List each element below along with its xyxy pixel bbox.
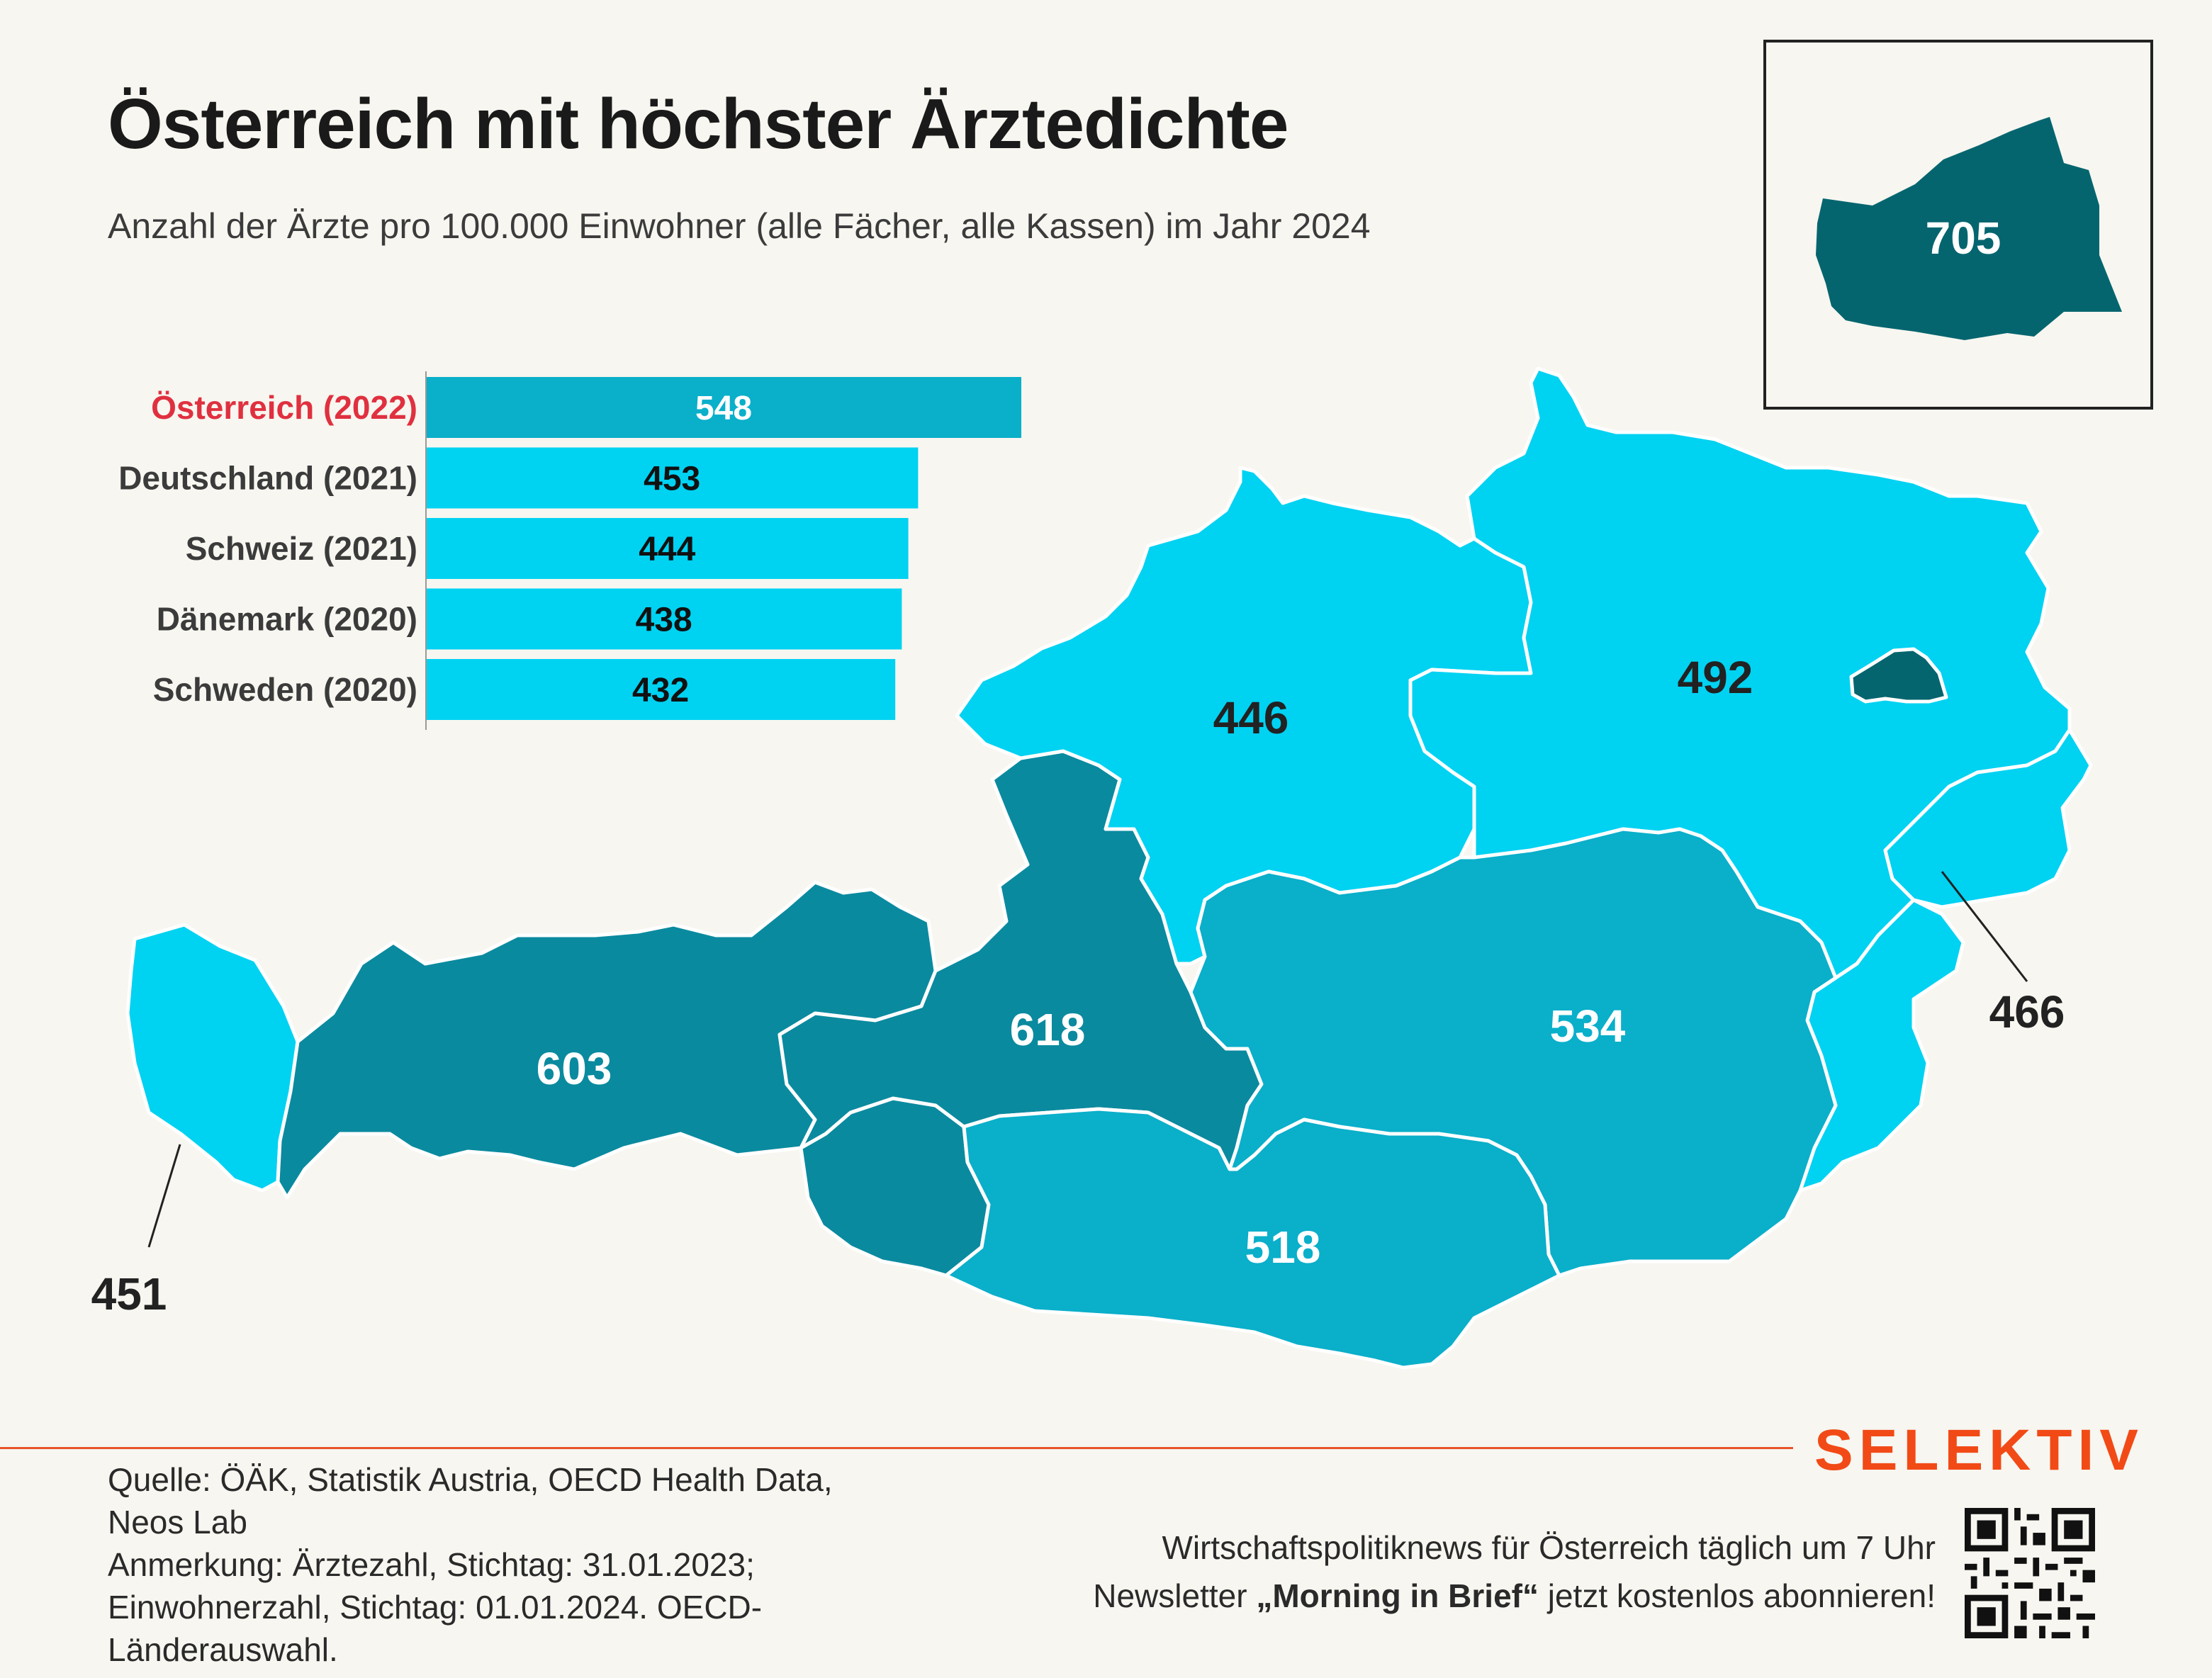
bar-group: Österreich (2022) 548 Deutschland (2021) 45… [118,377,1021,720]
map-value-burgenland: 466 [1989,986,2065,1037]
bar-deutschland-2021 [426,447,919,509]
bar-d-nemark-2020 [426,588,902,650]
promo-prefix: Newsletter [1093,1577,1257,1614]
bar-label-d-nemark-2020: Dänemark (2020) [157,601,417,638]
promo-suffix: jetzt kostenlos abonnieren! [1538,1577,1936,1614]
bar-schweden-2020 [426,659,896,720]
wien-inset: 705 [1763,40,2153,410]
map-value-salzburg: 618 [1010,1004,1086,1055]
source-note: Quelle: ÖÄK, Statistik Austria, OECD Hea… [108,1458,958,1671]
map-value-nieder-sterreich: 492 [1678,652,1753,703]
newsletter-promo: Wirtschaftspolitiknews für Österreich tä… [1093,1524,1936,1620]
source-line-2: Neos Lab [108,1504,247,1541]
bar-value-sterreich-2022: 548 [695,390,752,427]
bar-label-schweden-2020: Schweden (2020) [153,671,417,708]
newsletter-name[interactable]: „Morning in Brief“ [1256,1577,1539,1614]
region-wien [1849,647,1948,704]
source-line-3: Anmerkung: Ärztezahl, Stichtag: 31.01.20… [108,1546,755,1583]
bar-value-schweiz-2021: 444 [639,531,695,568]
map-value-vorarlberg: 451 [91,1268,167,1319]
bar-label-deutschland-2021: Deutschland (2021) [118,460,417,497]
region-burgenland [1798,728,2093,1193]
region-kaernten [944,1107,1561,1370]
map-value-ober-sterreich: 446 [1213,692,1289,743]
brand-logo: SELEKTIV [1814,1418,2144,1482]
source-line-5: Länderauswahl. [108,1631,338,1668]
map-value-steiermark: 534 [1550,1001,1626,1052]
wien-inset-value: 705 [1926,213,2002,264]
map-value-tirol: 603 [537,1043,612,1094]
bar-value-deutschland-2021: 453 [644,461,700,498]
bar-label-schweiz-2021: Schweiz (2021) [186,530,417,567]
region-wien-inset [1816,117,2122,340]
bar-value-schweden-2020: 432 [632,672,689,709]
bar-chart: Österreich (2022) 548 Deutschland (2021) 45… [118,371,1021,730]
leader-line-burgenland [1941,871,2028,982]
bar-sterreich-2022 [426,377,1021,438]
qr-code-icon[interactable] [1965,1508,2095,1638]
bar-value-d-nemark-2020: 438 [636,602,692,639]
promo-line-2[interactable]: Newsletter „Morning in Brief“ jetzt kost… [1093,1572,1936,1620]
leader-line-vorarlberg [147,1144,181,1248]
map-value-k-rnten: 518 [1245,1222,1321,1273]
map-labels: 451 603 618 446 492 466 534 518 [91,652,2065,1319]
promo-line-1: Wirtschaftspolitiknews für Österreich tä… [1162,1529,1936,1566]
region-vorarlberg [125,923,300,1193]
chart-subtitle: Anzahl der Ärzte pro 100.000 Einwohner (… [108,206,1371,246]
source-line-1: Quelle: ÖÄK, Statistik Austria, OECD Hea… [108,1461,833,1498]
wien-inset-map: 705 [1816,117,2122,340]
bar-label-sterreich-2022: Österreich (2022) [151,389,417,426]
footer-rule [0,1447,1793,1449]
source-line-4: Einwohnerzahl, Stichtag: 01.01.2024. OEC… [108,1589,763,1626]
chart-title: Österreich mit höchster Ärztedichte [108,84,1289,164]
bar-schweiz-2021 [426,518,909,579]
